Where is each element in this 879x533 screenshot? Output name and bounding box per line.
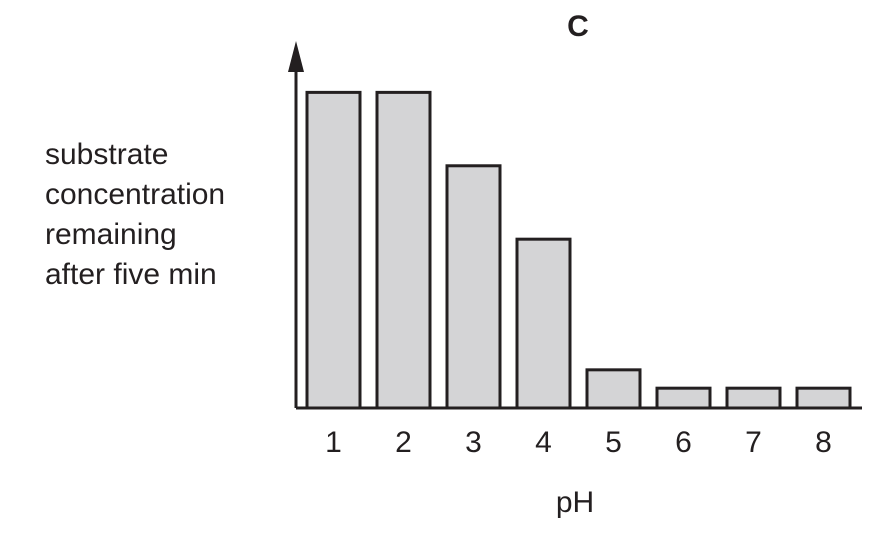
x-tick-label: 7 (745, 426, 762, 459)
x-tick-label: 5 (605, 426, 622, 459)
y-axis-label-line: remaining (45, 218, 177, 251)
y-axis-label: substrate concentration remaining after … (45, 135, 225, 295)
bar-ph-7 (725, 386, 782, 410)
y-axis-label-line: after five min (45, 258, 217, 291)
x-tick-label: 8 (815, 426, 832, 459)
bar-ph-2 (375, 90, 432, 410)
y-axis-label-line: substrate (45, 138, 169, 171)
x-tick-label: 6 (675, 426, 692, 459)
bar-ph-8 (795, 386, 852, 410)
bar-ph-1 (305, 90, 362, 410)
bar-ph-5 (585, 368, 642, 410)
y-axis-label-line: concentration (45, 178, 226, 211)
x-axis-label: pH (556, 486, 594, 519)
bar-ph-3 (445, 164, 502, 410)
x-tick-label: 3 (465, 426, 482, 459)
chart-title: C (567, 10, 589, 43)
bar-ph-6 (655, 386, 712, 410)
x-tick-label: 2 (395, 426, 412, 459)
bar-ph-4 (515, 237, 572, 410)
x-tick-label: 1 (325, 426, 342, 459)
y-axis-arrow-icon (288, 41, 304, 72)
x-tick-label: 4 (535, 426, 552, 459)
